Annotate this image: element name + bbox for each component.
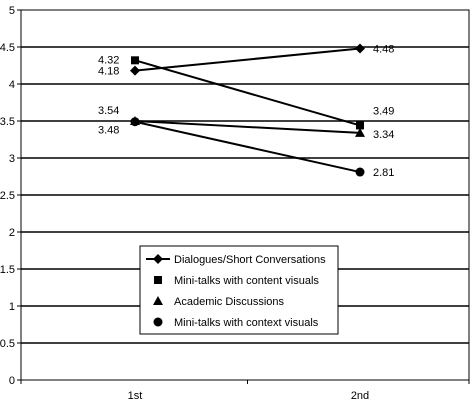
legend-label: Dialogues/Short Conversations <box>174 254 326 266</box>
grid-lines <box>21 46 469 344</box>
y-tick-label: 1.5 <box>0 264 15 276</box>
legend-box <box>139 245 339 335</box>
y-tick-label: 2.5 <box>0 190 15 202</box>
data-point-diamond <box>355 43 365 54</box>
y-tick-label: 5 <box>9 5 15 17</box>
data-point-circle <box>130 117 140 127</box>
series-group <box>130 43 365 177</box>
legend-label: Mini-talks with content visuals <box>174 275 319 287</box>
data-label: 3.34 <box>373 129 394 141</box>
data-label: 3.49 <box>373 105 394 117</box>
data-point-square <box>131 56 139 65</box>
legend-marker-diamond <box>153 254 163 264</box>
y-tick-label: 3.5 <box>0 116 15 128</box>
y-tick-label: 3 <box>9 153 15 165</box>
series-line <box>134 59 361 127</box>
data-label: 4.18 <box>98 66 119 78</box>
y-axis-ticks: 0 0.5 1 1.5 2 2.5 3 3.5 4 4.5 5 <box>0 5 21 387</box>
data-label: 2.81 <box>373 167 394 179</box>
data-labels: 4.18 4.48 4.32 3.49 3.54 3.34 3.48 2.81 <box>98 43 394 179</box>
x-tick-label: 2nd <box>351 390 369 402</box>
x-tick-label: 1st <box>128 390 143 402</box>
data-point-circle <box>355 167 365 177</box>
legend-marker-circle <box>153 317 163 327</box>
legend-marker-triangle <box>153 296 163 305</box>
legend-label: Mini-talks with context visuals <box>174 317 319 329</box>
data-point-triangle <box>355 127 365 137</box>
data-label: 3.54 <box>98 105 119 117</box>
data-label: 3.48 <box>98 125 119 137</box>
data-label: 4.48 <box>373 43 394 55</box>
y-tick-label: 4 <box>9 79 15 91</box>
y-tick-label: 0.5 <box>0 338 15 350</box>
legend-marker-square <box>154 276 162 284</box>
data-label: 4.32 <box>98 54 119 66</box>
y-tick-label: 2 <box>9 227 15 239</box>
series-line <box>134 47 361 72</box>
y-tick-label: 4.5 <box>0 42 15 54</box>
series-line <box>134 120 361 174</box>
data-point-diamond <box>130 65 140 76</box>
series-line <box>134 120 361 134</box>
x-axis-ticks: 1st 2nd <box>20 380 470 402</box>
y-tick-label: 1 <box>9 301 15 313</box>
data-point-square <box>356 121 364 130</box>
legend: Dialogues/Short Conversations Mini-talks … <box>139 245 339 335</box>
legend-label: Academic Discussions <box>174 296 285 308</box>
y-tick-label: 0 <box>9 375 15 387</box>
